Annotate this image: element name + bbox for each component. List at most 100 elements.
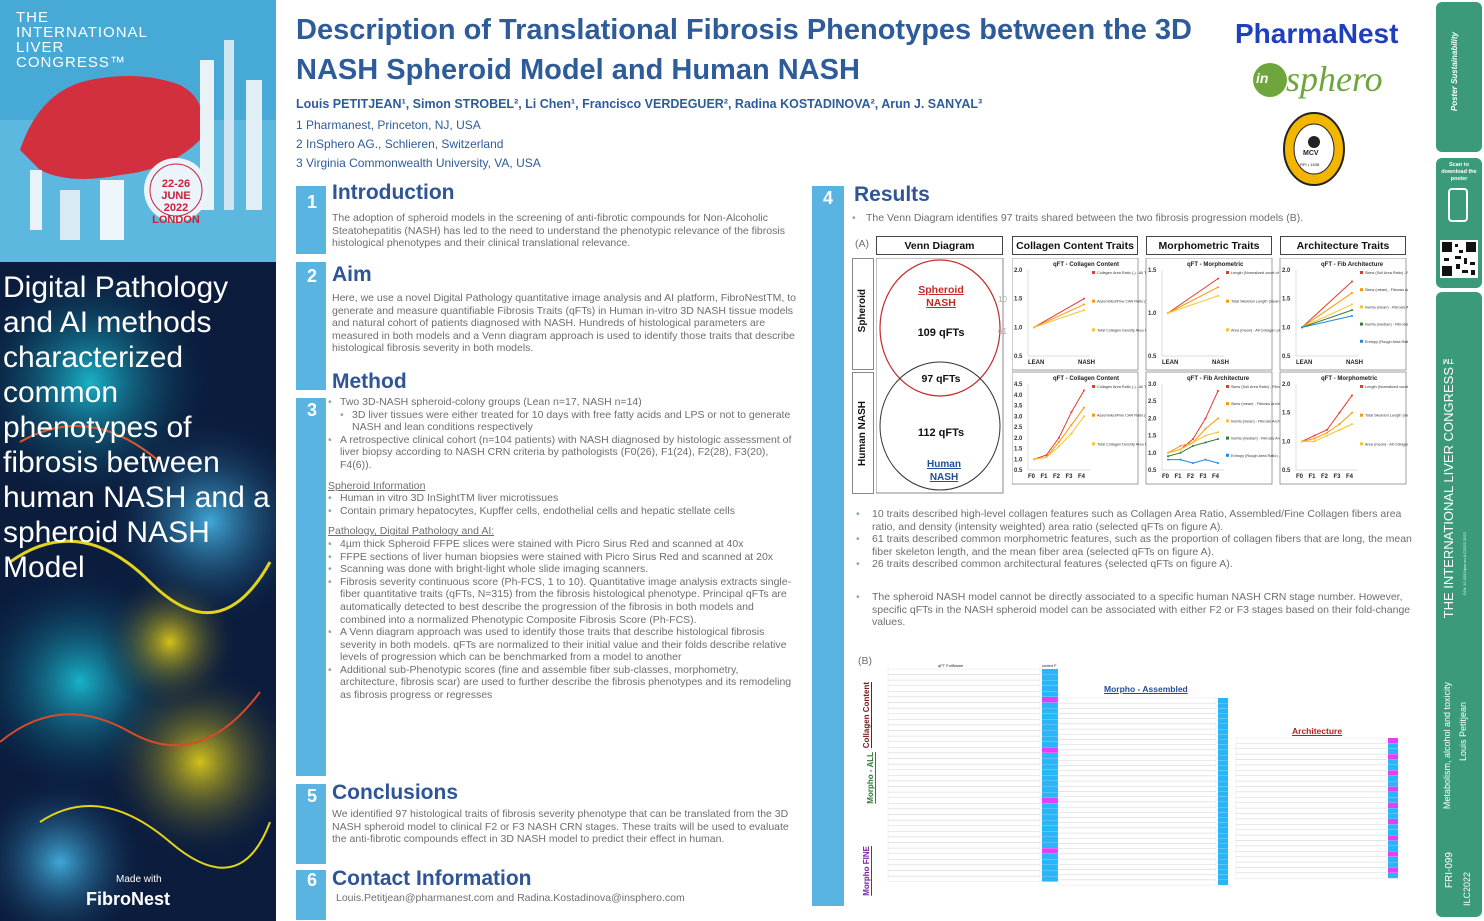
chart-point: [1351, 309, 1353, 312]
section-5-title: Conclusions: [332, 781, 459, 804]
method-bullet-1a: 3D liver tissues were either treated for…: [328, 409, 796, 434]
table-row: [887, 685, 1041, 692]
chart-x-tick: LEAN: [1296, 360, 1312, 366]
table-row: [1235, 872, 1387, 879]
table-row: [887, 724, 1041, 731]
architecture-header: Architecture Traits: [1280, 236, 1406, 255]
side-author: Louis Petitjean: [1458, 702, 1468, 762]
section-2-text: Here, we use a novel Digital Pathology q…: [332, 292, 796, 355]
table-cell: [1042, 725, 1058, 731]
table-cell: [1388, 765, 1398, 771]
chart-point: [1351, 423, 1353, 426]
method-bullet-1: Two 3D-NASH spheroid-colony groups (Lean…: [328, 396, 796, 409]
chart-point: [1217, 286, 1219, 289]
results-intro-text: The Venn Diagram identifies 97 traits sh…: [852, 212, 1412, 225]
table-row: [1057, 817, 1217, 823]
table-row: [1235, 775, 1387, 782]
table-cell: [1042, 691, 1058, 697]
chart-title: qFT - Morphometric: [1321, 376, 1378, 382]
venn-side-count-1: 10: [998, 295, 1007, 304]
histology-background: [0, 262, 276, 921]
chart-point: [1045, 453, 1048, 456]
chart-x-tick: F1: [1041, 474, 1049, 480]
chart-point: [1058, 441, 1060, 444]
contact-emails: Louis.Petitjean@pharmanest.com and Radin…: [336, 892, 685, 904]
table-row: [1057, 708, 1217, 714]
legend-entry: Entropy (Rough Area Ratio) - Fibrosis Ar…: [1231, 454, 1315, 458]
chart-point: [1217, 294, 1219, 297]
results-intro: The Venn Diagram identifies 97 traits sh…: [852, 212, 1412, 225]
table-row: [1057, 869, 1217, 875]
table-row: [1057, 729, 1217, 735]
chart-series-line: [1167, 295, 1219, 314]
figure-b-tables: qFT FullName coded F: [887, 663, 1398, 886]
section-6-bar: 6: [296, 870, 326, 920]
table-cell: [1388, 856, 1398, 862]
chart-point: [1217, 389, 1219, 392]
congress-name: THE INTERNATIONAL LIVER CONGRESS™: [16, 9, 148, 71]
table-row: [887, 786, 1041, 793]
legend-swatch: [1226, 419, 1229, 423]
chart-point: [1058, 445, 1060, 448]
table-row: [887, 792, 1041, 798]
chart-series-line: [1301, 315, 1353, 328]
legend-entry: Inertia (mean) - Fibrosis Architecture: [1365, 305, 1408, 309]
table-col-coded: coded F: [1042, 663, 1057, 668]
table-cell: [1218, 854, 1228, 859]
chart-series-line: [1033, 298, 1085, 328]
legend-swatch: [1226, 385, 1229, 388]
pathology-bullet-4: Fibrosis severity continuous score (Ph-F…: [328, 576, 796, 626]
insphero-logo-text: sphero: [1286, 59, 1383, 99]
table-cell: [1042, 719, 1058, 725]
chart-point: [1045, 456, 1048, 459]
table-cell: [1388, 786, 1398, 792]
table-cell: [1218, 755, 1228, 761]
table-cell: [1218, 744, 1228, 750]
chart-point: [1083, 303, 1085, 306]
chart-point: [1204, 441, 1207, 444]
pathology-bullet-1: 4µm thick Spheroid FFPE slices were stai…: [328, 538, 796, 551]
table-row: [887, 797, 1041, 804]
chart-point: [1338, 428, 1341, 431]
chart-point: [1033, 326, 1035, 329]
table-row: [887, 674, 1041, 681]
made-with-label: Made with: [116, 874, 162, 885]
table-cell: [1388, 748, 1398, 754]
table-cell: [1218, 864, 1228, 870]
chart-point: [1204, 434, 1207, 437]
table-cell: [1218, 802, 1228, 807]
chart-y-tick: 1.5: [1014, 447, 1023, 453]
chart-x-tick: F4: [1078, 474, 1086, 480]
table-row: [887, 808, 1041, 815]
legend-swatch: [1360, 271, 1363, 274]
chart-point: [1338, 411, 1341, 414]
table-cell: [1218, 739, 1228, 745]
table-cell: [1218, 713, 1228, 719]
chart-point: [1083, 406, 1085, 409]
congress-banner: [0, 0, 276, 262]
chart-series-line: [1167, 278, 1219, 314]
section-3-title: Method: [332, 370, 407, 393]
chart-point: [1083, 389, 1085, 392]
table-cell: [1388, 851, 1398, 857]
chart-x-tick: NASH: [1078, 360, 1095, 366]
table-cell: [1042, 820, 1058, 826]
chart-point: [1326, 431, 1328, 434]
table-row: [887, 702, 1041, 709]
morphometric-header: Morphometric Traits: [1146, 236, 1272, 255]
qr-code-icon[interactable]: [1440, 240, 1478, 278]
legend-swatch: [1226, 402, 1229, 406]
table-row: [1235, 802, 1387, 809]
chart-y-tick: 4.0: [1014, 393, 1023, 399]
chart-y-tick: 0.5: [1148, 468, 1157, 474]
section-5-bar: 5: [296, 784, 326, 864]
table-row: [1235, 845, 1387, 852]
phone-icon: [1448, 188, 1468, 222]
result-bullet-3: 26 traits described common architectural…: [856, 558, 1412, 571]
table-row: [887, 764, 1041, 770]
table-row: [1235, 737, 1387, 744]
table-row: [887, 696, 1041, 703]
chart-title: qFT - Fib Architecture: [1187, 376, 1250, 382]
table-cell: [1388, 840, 1398, 846]
table-row: [1057, 801, 1217, 808]
